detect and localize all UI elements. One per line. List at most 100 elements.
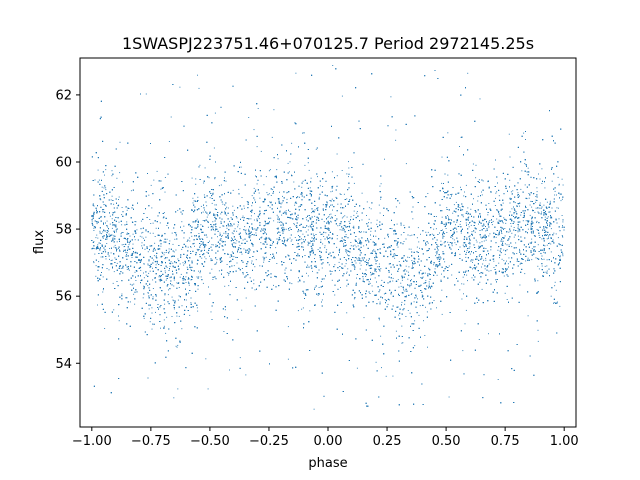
data-point bbox=[240, 166, 242, 168]
data-point bbox=[423, 320, 424, 322]
data-point bbox=[284, 269, 286, 271]
data-point bbox=[459, 223, 461, 225]
data-point bbox=[380, 268, 382, 270]
data-point bbox=[454, 242, 456, 244]
data-point bbox=[222, 245, 224, 247]
data-point bbox=[319, 259, 321, 261]
data-point bbox=[561, 227, 563, 228]
data-point bbox=[375, 235, 377, 237]
data-point bbox=[166, 251, 168, 253]
data-point bbox=[436, 244, 437, 245]
data-point bbox=[401, 342, 403, 344]
data-point bbox=[409, 312, 411, 314]
data-point bbox=[535, 207, 537, 209]
data-point bbox=[119, 172, 121, 174]
data-point bbox=[147, 292, 149, 294]
data-point bbox=[501, 205, 503, 207]
data-point bbox=[291, 239, 293, 241]
data-point bbox=[345, 234, 347, 236]
data-point bbox=[479, 281, 481, 283]
data-point bbox=[243, 242, 245, 244]
data-point bbox=[280, 203, 282, 205]
data-point bbox=[458, 192, 460, 194]
data-point bbox=[529, 214, 531, 216]
data-point bbox=[331, 279, 333, 281]
data-point bbox=[482, 263, 484, 265]
data-point bbox=[315, 265, 317, 267]
data-point bbox=[427, 346, 428, 348]
data-point bbox=[302, 239, 304, 240]
data-point bbox=[178, 295, 180, 297]
data-point bbox=[346, 312, 348, 314]
data-point bbox=[379, 270, 381, 272]
data-point bbox=[166, 316, 168, 318]
data-point bbox=[220, 184, 222, 186]
data-point bbox=[332, 65, 334, 66]
data-point bbox=[463, 293, 464, 295]
data-point bbox=[196, 218, 198, 220]
data-point bbox=[118, 320, 120, 322]
data-point bbox=[356, 212, 358, 214]
data-point bbox=[448, 194, 450, 196]
data-point bbox=[531, 218, 532, 220]
data-point bbox=[469, 221, 471, 223]
data-point bbox=[283, 227, 285, 229]
data-point bbox=[443, 236, 445, 237]
data-point bbox=[269, 206, 271, 208]
data-point bbox=[476, 266, 478, 268]
data-point bbox=[483, 250, 485, 252]
data-point bbox=[347, 268, 349, 270]
data-point bbox=[190, 246, 191, 247]
data-point bbox=[97, 304, 98, 306]
data-point bbox=[256, 250, 258, 252]
data-point bbox=[372, 272, 373, 274]
data-point bbox=[416, 237, 418, 239]
data-point bbox=[520, 188, 522, 190]
data-point bbox=[510, 191, 512, 193]
data-point bbox=[447, 174, 449, 176]
data-point bbox=[270, 217, 272, 219]
data-point bbox=[512, 190, 514, 192]
data-point bbox=[218, 270, 220, 272]
data-point bbox=[361, 219, 363, 221]
data-point bbox=[395, 139, 397, 141]
data-point bbox=[353, 225, 355, 227]
data-point bbox=[164, 252, 166, 254]
data-point bbox=[241, 309, 243, 311]
data-point bbox=[238, 188, 240, 190]
data-point bbox=[272, 243, 273, 245]
data-point bbox=[362, 278, 364, 280]
data-point bbox=[123, 251, 124, 252]
data-point bbox=[210, 193, 212, 194]
data-point bbox=[93, 248, 95, 250]
data-point bbox=[394, 257, 396, 259]
data-point bbox=[490, 249, 492, 251]
data-point bbox=[198, 233, 200, 234]
data-point bbox=[93, 261, 95, 263]
data-point bbox=[188, 284, 190, 286]
data-point bbox=[305, 217, 307, 219]
data-point bbox=[336, 246, 338, 248]
data-point bbox=[216, 259, 218, 261]
data-point bbox=[370, 274, 372, 276]
data-point bbox=[101, 186, 103, 188]
data-point bbox=[558, 218, 560, 220]
data-point bbox=[368, 207, 370, 209]
data-point bbox=[544, 226, 546, 228]
data-point bbox=[472, 268, 473, 270]
data-point bbox=[190, 246, 192, 248]
data-point bbox=[202, 211, 204, 213]
data-point bbox=[355, 262, 357, 264]
data-point bbox=[551, 180, 553, 182]
data-point bbox=[175, 234, 177, 235]
data-point bbox=[341, 95, 343, 97]
data-point bbox=[385, 375, 387, 377]
data-point bbox=[487, 224, 489, 226]
data-point bbox=[469, 243, 471, 245]
data-point bbox=[244, 230, 246, 232]
data-point bbox=[562, 235, 563, 237]
data-point bbox=[302, 246, 304, 248]
data-point bbox=[134, 303, 136, 305]
data-point bbox=[302, 180, 304, 182]
data-point bbox=[131, 257, 133, 258]
